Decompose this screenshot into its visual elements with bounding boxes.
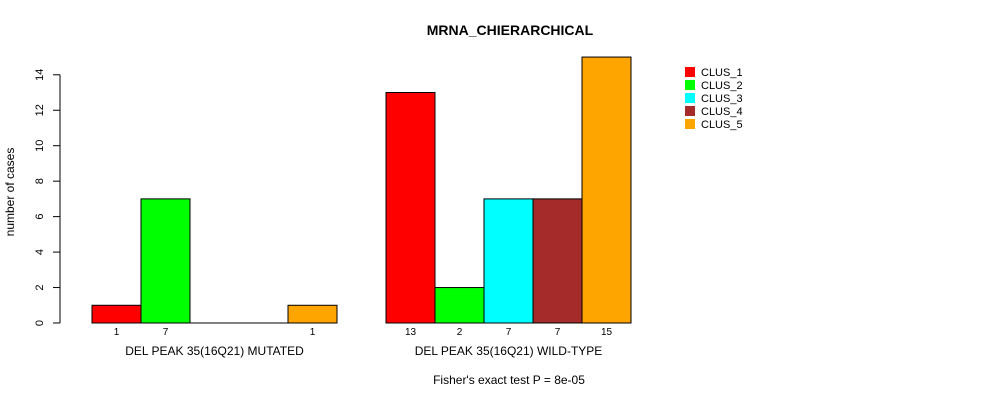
bar-2-clus-2 (434, 287, 485, 324)
legend-swatch-clus-1 (685, 67, 695, 77)
y-tick-label: 2 (34, 284, 46, 290)
bar-1-clus-1 (91, 304, 142, 324)
legend-swatch-clus-3 (685, 93, 695, 103)
bar-count-label: 1 (310, 327, 316, 338)
bar-2-clus-3 (483, 198, 534, 324)
legend-label: CLUS_5 (701, 119, 743, 131)
y-tick-label: 8 (34, 178, 46, 184)
group-label: DEL PEAK 35(16Q21) WILD-TYPE (415, 344, 603, 358)
bar-count-label: 7 (506, 327, 512, 338)
legend-label: CLUS_3 (701, 93, 743, 105)
y-tick-label: 6 (34, 214, 46, 220)
y-tick-label: 12 (34, 104, 46, 116)
legend-swatch-clus-5 (685, 119, 695, 129)
bar-1-clus-5 (287, 304, 338, 324)
group-labels: DEL PEAK 35(16Q21) MUTATED DEL PEAK 35(16… (125, 344, 602, 358)
y-tick-label: 4 (34, 249, 46, 255)
y-axis-label: number of cases (3, 148, 17, 237)
bar-1-clus-2 (140, 198, 191, 324)
bar-count-label: 1 (114, 327, 120, 338)
y-tick-label: 0 (34, 320, 46, 326)
legend-swatch-clus-2 (685, 80, 695, 90)
legend-label: CLUS_1 (701, 67, 743, 79)
footnote: Fisher's exact test P = 8e-05 (433, 373, 585, 387)
legend-label: CLUS_2 (701, 80, 743, 92)
y-tick-label: 14 (34, 69, 46, 81)
bar-count-label: 7 (555, 327, 561, 338)
y-tick-label: 10 (34, 140, 46, 152)
bars (91, 56, 632, 324)
bar-count-label: 15 (601, 327, 613, 338)
bar-2-clus-1 (385, 92, 436, 324)
legend-swatch-clus-4 (685, 106, 695, 116)
bar-2-clus-4 (532, 198, 583, 324)
bar-count-label: 13 (405, 327, 417, 338)
bar-count-label: 7 (163, 327, 169, 338)
bar-2-clus-5 (581, 56, 632, 324)
count-labels: 1 7 1 13 2 7 7 15 (114, 327, 613, 338)
y-axis: 0 2 4 6 8 10 12 14 (34, 69, 61, 326)
legend-label: CLUS_4 (701, 106, 743, 118)
bar-count-label: 2 (457, 327, 463, 338)
group-label: DEL PEAK 35(16Q21) MUTATED (125, 344, 304, 358)
chart-title: MRNA_CHIERARCHICAL (427, 22, 594, 38)
